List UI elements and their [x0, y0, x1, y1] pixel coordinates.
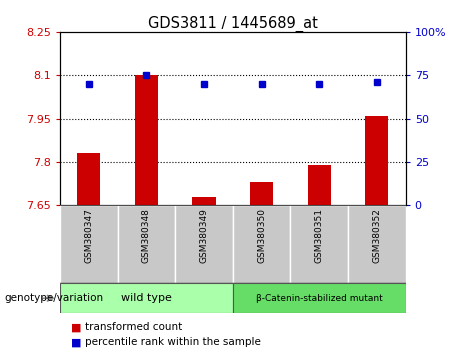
Bar — [365, 116, 388, 205]
Text: GSM380350: GSM380350 — [257, 208, 266, 263]
Bar — [135, 75, 158, 205]
Text: ■: ■ — [71, 322, 82, 332]
Bar — [348, 205, 406, 283]
Bar — [233, 205, 290, 283]
Bar — [60, 205, 118, 283]
Bar — [308, 165, 331, 205]
Text: GSM380347: GSM380347 — [84, 208, 93, 263]
Text: GDS3811 / 1445689_at: GDS3811 / 1445689_at — [148, 16, 318, 32]
Bar — [118, 205, 175, 283]
Bar — [60, 283, 233, 313]
Bar — [77, 153, 100, 205]
Bar — [250, 182, 273, 205]
Bar — [233, 283, 406, 313]
Text: genotype/variation: genotype/variation — [5, 293, 104, 303]
Bar — [175, 205, 233, 283]
Text: GSM380348: GSM380348 — [142, 208, 151, 263]
Text: percentile rank within the sample: percentile rank within the sample — [85, 337, 261, 347]
Text: transformed count: transformed count — [85, 322, 183, 332]
Text: GSM380352: GSM380352 — [372, 208, 381, 263]
Text: GSM380351: GSM380351 — [315, 208, 324, 263]
Text: β-Catenin-stabilized mutant: β-Catenin-stabilized mutant — [256, 294, 383, 303]
Text: wild type: wild type — [121, 293, 172, 303]
Text: GSM380349: GSM380349 — [200, 208, 208, 263]
Text: ■: ■ — [71, 337, 82, 347]
Bar — [193, 197, 216, 205]
Bar — [290, 205, 348, 283]
